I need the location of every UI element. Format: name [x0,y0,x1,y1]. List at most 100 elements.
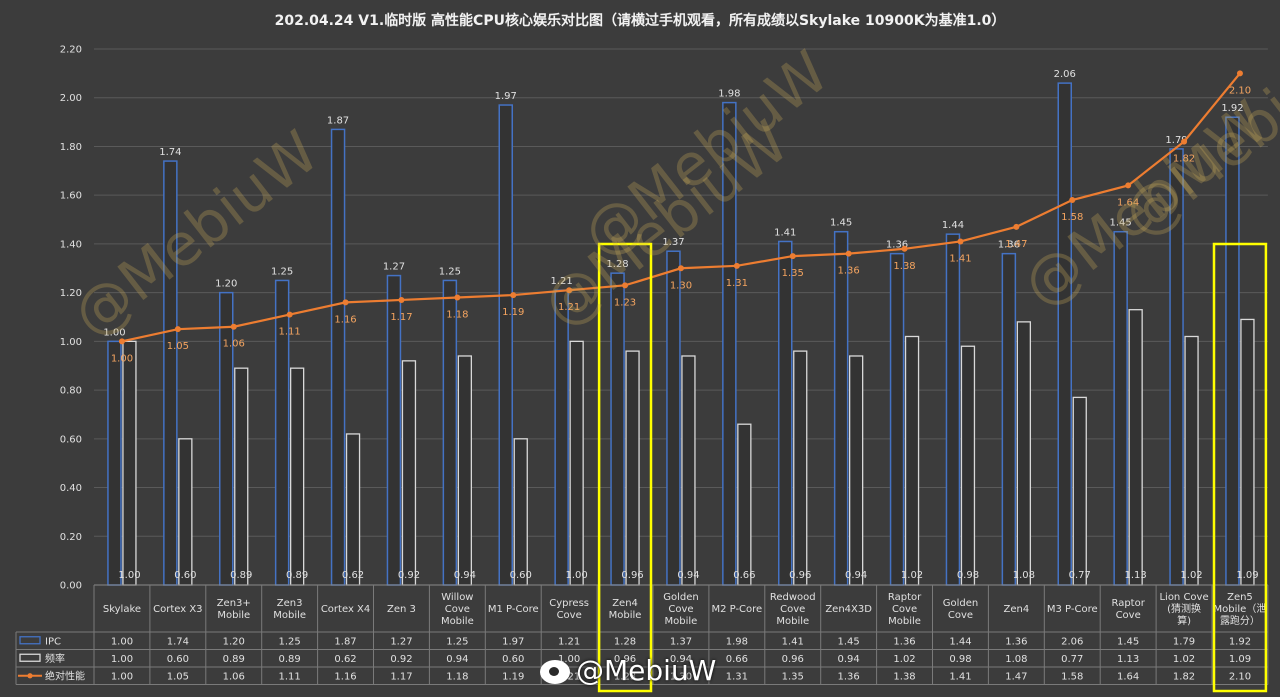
ipc-data-label: 1.97 [495,91,517,102]
freq-bar [234,367,249,586]
perf-point [1236,70,1243,77]
perf-data-label: 1.31 [726,278,748,289]
freq-bar [1240,318,1255,586]
freq-data-label: 0.94 [454,570,476,581]
perf-data-label: 1.38 [893,261,915,272]
category-label: Mobile [273,610,306,621]
table-cell: 1.30 [670,671,692,682]
ipc-data-label: 1.36 [886,240,908,251]
ipc-bar [442,279,458,586]
perf-point [901,245,908,252]
freq-data-label: 0.92 [398,570,420,581]
table-cell: 1.09 [1229,654,1251,665]
table-cell: 0.94 [838,654,860,665]
table-cell: 0.96 [782,654,804,665]
table-cell: 1.74 [167,636,189,647]
table-cell: 0.94 [670,654,692,665]
ipc-data-label: 1.44 [942,220,964,231]
table-cell: 1.58 [1061,671,1083,682]
table-cell: 0.92 [390,654,412,665]
y-tick-label: 0.00 [60,581,82,592]
freq-data-label: 0.96 [621,570,643,581]
table-cell: 1.13 [1117,654,1139,665]
table-cell: 1.64 [1117,671,1139,682]
category-label: Redwood [770,592,816,603]
category-label: Cypress [549,598,589,609]
perf-line [121,72,1241,343]
table-cell: 0.94 [446,654,468,665]
ipc-bar [778,240,793,586]
category-label: Zen 3 [387,604,416,615]
category-label: Zen4X3D [825,604,872,615]
freq-bar [681,355,696,586]
perf-data-label: 1.00 [111,353,133,364]
y-tick-label: 2.20 [60,45,82,56]
table-cell: 1.44 [949,636,971,647]
category-label: M1 P-Core [488,604,539,615]
freq-data-label: 0.60 [510,570,532,581]
ipc-data-label: 1.27 [383,262,405,273]
table-cell: 1.21 [558,636,580,647]
ipc-data-label: 1.92 [1221,103,1243,114]
table-cell: 1.00 [558,654,580,665]
ipc-data-label: 1.00 [103,327,125,338]
perf-point [733,262,740,269]
freq-data-label: 0.60 [174,570,196,581]
ipc-data-label: 1.74 [159,147,181,158]
category-label: Cove [557,610,582,621]
table-cell: 2.06 [1061,636,1083,647]
ipc-data-label: 1.37 [662,237,684,248]
table-cell: 1.18 [446,671,468,682]
category-label: 算) [1177,614,1191,627]
freq-bar [345,433,361,586]
table-cell: 1.25 [279,636,301,647]
table-cell: 1.35 [782,671,804,682]
perf-data-label: 1.05 [167,341,189,352]
ipc-bar [1113,230,1128,586]
perf-data-label: 1.36 [838,266,860,277]
freq-bar [904,335,920,586]
category-label: M3 P-Core [1047,604,1098,615]
perf-point [1181,138,1188,145]
category-label: Mobile [776,616,809,627]
table-cell: 1.08 [1005,654,1027,665]
perf-data-label: 1.17 [390,312,412,323]
perf-point [454,294,461,301]
table-cell: 0.96 [614,654,636,665]
freq-data-label: 1.00 [566,570,588,581]
freq-bar [289,367,305,586]
perf-point [845,250,852,257]
freq-bar [401,360,417,586]
freq-data-label: 0.98 [957,570,979,581]
table-cell: 1.00 [111,654,133,665]
category-label: Mobile [888,616,921,627]
legend-label: 频率 [45,652,65,665]
y-tick-label: 1.40 [60,239,82,250]
freq-bar [960,345,976,586]
ipc-data-label: 1.87 [327,115,349,126]
ipc-bar [107,340,122,586]
perf-point [342,299,349,306]
perf-data-label: 1.58 [1061,212,1083,223]
table-cell: 1.02 [1173,654,1195,665]
freq-data-label: 1.00 [118,570,140,581]
ipc-bar [722,101,737,586]
ipc-bar [666,250,681,586]
table-cell: 1.21 [558,671,580,682]
y-tick-label: 0.40 [60,483,82,494]
legend-perf-key [27,673,33,679]
ipc-data-label: 1.98 [718,89,740,100]
highlight-box [597,242,653,693]
category-label: Lion Cove [1159,592,1208,603]
table-cell: 0.60 [167,654,189,665]
perf-point [174,326,181,333]
perf-data-label: 1.41 [949,253,971,264]
perf-data-label: 1.64 [1117,197,1139,208]
ipc-data-label: 2.06 [1054,69,1076,80]
perf-data-label: 1.16 [334,314,356,325]
y-tick-label: 1.80 [60,142,82,153]
table-cell: 1.82 [1173,671,1195,682]
freq-data-label: 1.08 [1013,570,1035,581]
table-cell: 1.11 [279,671,301,682]
perf-data-label: 1.23 [614,297,636,308]
